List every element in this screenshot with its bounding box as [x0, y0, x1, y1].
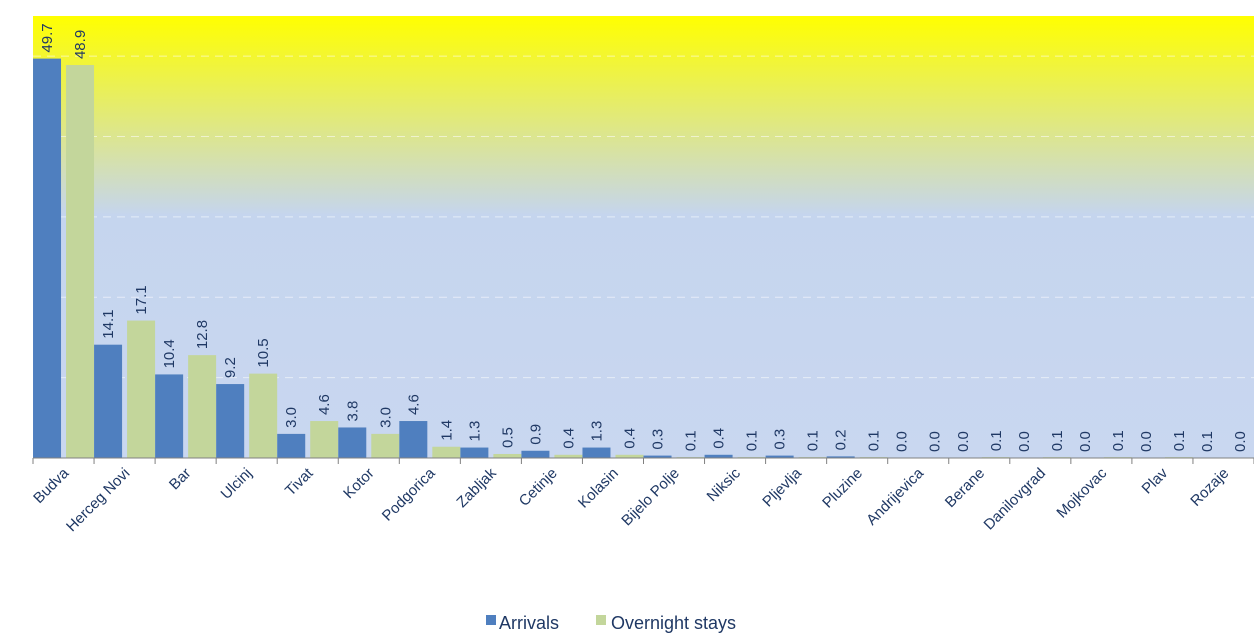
- value-label: 14.1: [100, 309, 117, 338]
- value-label: 3.0: [377, 407, 394, 428]
- bar-overnight-stays-herceg-novi: [127, 320, 156, 458]
- category-label-niksic: Niksic: [704, 464, 745, 505]
- value-label: 4.6: [316, 394, 333, 415]
- bar-arrivals-tivat: [277, 433, 306, 458]
- value-label: 0.0: [1016, 431, 1033, 452]
- legend-label-overnight-stays: Overnight stays: [611, 613, 736, 633]
- value-label: 1.3: [588, 421, 605, 442]
- value-label: 0.4: [711, 428, 728, 449]
- value-label: 49.7: [39, 23, 56, 52]
- value-label: 0.1: [805, 430, 822, 451]
- bar-arrivals-kotor: [338, 427, 367, 458]
- value-label: 1.3: [466, 421, 483, 442]
- bar-arrivals-pluzine: [826, 456, 855, 458]
- category-label-rozaje: Rozaje: [1187, 465, 1232, 510]
- value-label: 0.5: [499, 427, 516, 448]
- category-label-zabljak: Zabljak: [453, 464, 500, 511]
- bars: [33, 58, 1193, 459]
- category-label-danilovgrad: Danilovgrad: [981, 465, 1050, 534]
- value-label: 3.8: [344, 401, 361, 422]
- legend: Arrivals Overnight stays: [486, 613, 736, 633]
- category-label-berane: Berane: [942, 465, 988, 511]
- bar-arrivals-niksic: [704, 454, 733, 458]
- category-label-tivat: Tivat: [282, 464, 317, 499]
- value-label: 0.0: [927, 431, 944, 452]
- value-label: 0.1: [988, 430, 1005, 451]
- value-label: 0.4: [560, 428, 577, 449]
- bar-arrivals-budva: [33, 58, 62, 459]
- legend-label-arrivals: Arrivals: [499, 613, 559, 633]
- value-label: 0.0: [1138, 431, 1155, 452]
- category-label-pluzine: Pluzine: [819, 465, 866, 512]
- category-label-mojkovac: Mojkovac: [1053, 464, 1110, 521]
- value-label: 9.2: [222, 357, 239, 378]
- value-label: 0.1: [1110, 430, 1127, 451]
- category-label-kotor: Kotor: [340, 465, 377, 502]
- value-label: 0.2: [833, 430, 850, 451]
- plot-background: [33, 16, 1254, 458]
- value-label: 48.9: [72, 30, 89, 59]
- bar-overnight-stays-budva: [66, 65, 95, 458]
- legend-swatch-arrivals: [486, 615, 496, 625]
- bar-arrivals-cetinje: [521, 450, 550, 458]
- bar-arrivals-bijelo-polje: [643, 455, 672, 458]
- category-label-podgorica: Podgorica: [379, 464, 439, 524]
- x-axis-ticks: [32, 458, 1254, 464]
- bar-arrivals-zabljak: [460, 447, 489, 458]
- value-label: 0.4: [621, 428, 638, 449]
- value-labels: 49.7 48.9 14.1 17.1 10.4 12.8 9.2 10.5 3.0 4.6 3.8…: [39, 23, 1249, 452]
- value-label: 0.1: [1199, 431, 1216, 452]
- value-label: 10.5: [255, 338, 272, 367]
- value-label: 0.0: [1232, 431, 1249, 452]
- bar-arrivals-pljevlja: [765, 455, 794, 458]
- bar-overnight-stays-zabljak: [493, 453, 522, 458]
- value-label: 4.6: [405, 394, 422, 415]
- bar-arrivals-podgorica: [399, 421, 428, 458]
- value-label: 0.1: [744, 430, 761, 451]
- value-label: 0.0: [955, 431, 972, 452]
- category-label-budva: Budva: [30, 464, 73, 507]
- bar-overnight-stays-bar: [188, 355, 217, 458]
- category-label-plav: Plav: [1139, 464, 1172, 497]
- category-label-kolasin: Kolasin: [575, 465, 622, 512]
- bar-overnight-stays-tivat: [310, 421, 339, 458]
- category-label-pljevlja: Pljevlja: [759, 464, 805, 510]
- value-label: 17.1: [133, 285, 150, 314]
- category-label-ulcinj: Ulcinj: [218, 465, 256, 503]
- bar-arrivals-bar: [155, 374, 184, 458]
- value-label: 0.1: [1171, 430, 1188, 451]
- category-label-bar: Bar: [166, 465, 195, 494]
- value-label: 0.1: [866, 430, 883, 451]
- gridlines: [33, 55, 1254, 379]
- value-label: 0.1: [1049, 430, 1066, 451]
- value-label: 0.0: [1077, 431, 1094, 452]
- value-label: 0.3: [772, 429, 789, 450]
- value-label: 12.8: [194, 320, 211, 349]
- legend-swatch-overnight-stays: [596, 615, 606, 625]
- value-label: 0.3: [650, 429, 667, 450]
- bar-overnight-stays-kolasin: [615, 454, 644, 458]
- bar-overnight-stays-kotor: [371, 433, 400, 458]
- bar-overnight-stays-ulcinj: [249, 373, 278, 458]
- value-label: 0.0: [894, 431, 911, 452]
- bar-arrivals-herceg-novi: [94, 344, 123, 458]
- category-label-cetinje: Cetinje: [516, 465, 561, 510]
- category-label-herceg-novi: Herceg Novi: [63, 465, 133, 535]
- bar-arrivals-kolasin: [582, 447, 611, 458]
- category-label-bijelo-polje: Bijelo Polje: [618, 465, 683, 530]
- bar-overnight-stays-cetinje: [554, 454, 583, 458]
- bar-overnight-stays-podgorica: [432, 446, 461, 458]
- category-label-andrijevica: Andrijevica: [863, 464, 927, 528]
- bar-arrivals-ulcinj: [216, 384, 245, 458]
- value-label: 0.1: [683, 430, 700, 451]
- value-label: 3.0: [283, 407, 300, 428]
- value-label: 1.4: [438, 420, 455, 441]
- value-label: 0.9: [527, 424, 544, 445]
- value-label: 10.4: [161, 339, 178, 368]
